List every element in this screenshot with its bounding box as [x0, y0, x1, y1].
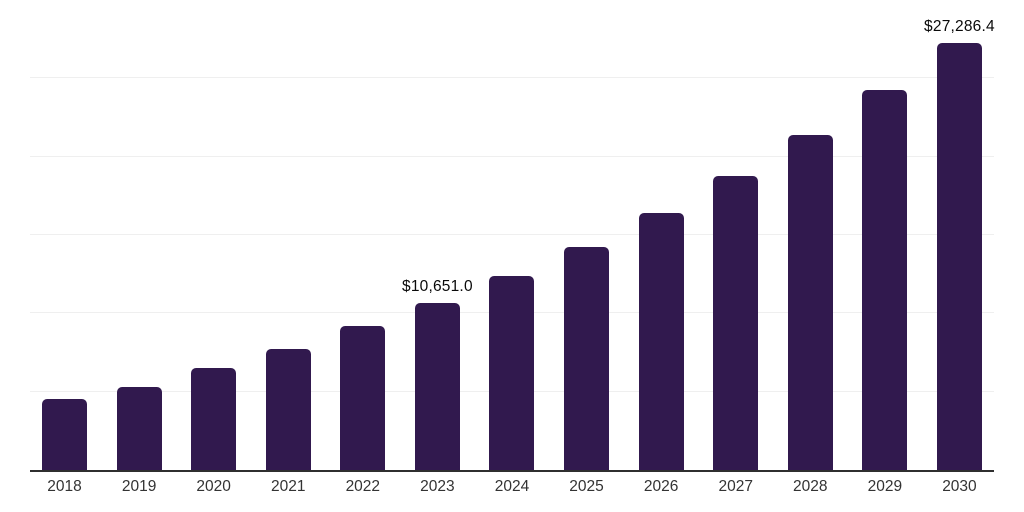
x-tick-label-2022: 2022 — [345, 478, 381, 495]
bar-slot-2020 — [191, 0, 237, 470]
bar-2021 — [265, 349, 311, 470]
x-tick-label-2025: 2025 — [569, 478, 604, 495]
gridline-25000 — [30, 77, 994, 79]
bar-slot-2023: $10,651.0 — [402, 0, 473, 470]
gridline-15000 — [30, 234, 994, 235]
x-tick-label-2020: 2020 — [196, 478, 231, 495]
bar-2026 — [638, 212, 684, 470]
bar-2027 — [713, 176, 759, 470]
bars-container: $10,651.0 $27,286.4 — [30, 0, 995, 470]
bar-2029 — [862, 90, 908, 470]
bar-slot-2028 — [787, 0, 833, 470]
bar-2022 — [340, 326, 386, 470]
bar-2025 — [564, 246, 610, 470]
bar-value-label-2030: $27,286.4 — [924, 17, 995, 35]
bar-2019 — [116, 386, 162, 470]
bar-slot-2021 — [265, 0, 311, 470]
bar-slot-2018 — [42, 0, 87, 470]
bar-slot-2026 — [638, 0, 684, 470]
x-tick-label-2029: 2029 — [867, 478, 903, 495]
bar-slot-2024 — [489, 0, 535, 470]
x-tick-label-2018: 2018 — [47, 478, 82, 495]
bar-slot-2029 — [862, 0, 908, 470]
x-tick-label-2026: 2026 — [643, 478, 679, 495]
x-tick-label-2021: 2021 — [270, 478, 306, 495]
bar-slot-2025 — [564, 0, 610, 470]
bar-slot-2019 — [116, 0, 162, 470]
bar-2020 — [191, 367, 237, 470]
bar-slot-2022 — [340, 0, 386, 470]
plot-area: $10,651.0 $27,286.4 — [30, 0, 995, 472]
x-tick-label-2030: 2030 — [942, 478, 977, 495]
bar-slot-2030: $27,286.4 — [924, 0, 995, 470]
x-tick-label-2028: 2028 — [793, 478, 828, 495]
bar-2018 — [42, 398, 87, 470]
gridline-20000 — [30, 155, 994, 157]
bar-2024 — [489, 276, 535, 470]
x-tick-label-2023: 2023 — [420, 478, 455, 495]
bar-value-label-2023: $10,651.0 — [402, 278, 473, 296]
bar-2030 — [936, 42, 982, 470]
bar-slot-2027 — [713, 0, 759, 470]
x-tick-label-2019: 2019 — [121, 478, 157, 495]
x-axis-labels: 2018 2019 2020 2021 2022 2023 2024 2025 2026 2027… — [30, 478, 994, 496]
bar-2028 — [787, 135, 833, 470]
x-tick-label-2024: 2024 — [494, 478, 530, 495]
bar-2023 — [414, 303, 460, 470]
x-tick-label-2027: 2027 — [718, 478, 753, 495]
